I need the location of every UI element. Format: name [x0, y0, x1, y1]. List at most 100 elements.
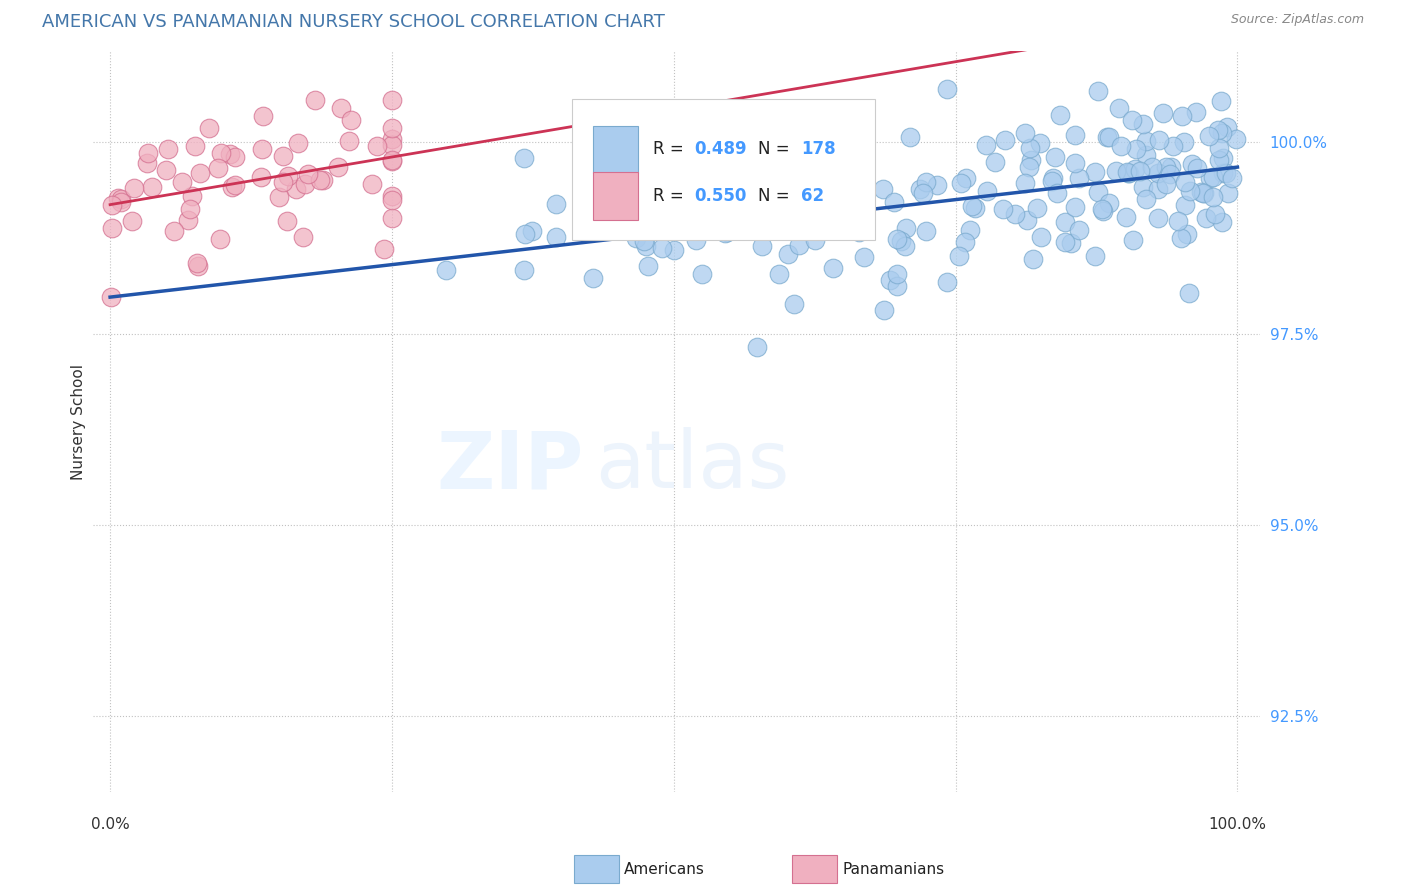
Text: N =: N =	[758, 140, 796, 158]
Point	[1116, 166, 1139, 180]
Point	[292, 229, 315, 244]
Point	[745, 340, 768, 354]
Point	[179, 202, 201, 217]
Point	[821, 260, 844, 275]
Point	[381, 189, 404, 203]
Point	[894, 239, 917, 253]
Point	[721, 173, 744, 187]
Point	[936, 82, 959, 96]
Text: 62: 62	[801, 187, 824, 205]
Point	[886, 278, 908, 293]
Point	[381, 120, 404, 135]
Point	[1121, 112, 1143, 127]
Point	[745, 173, 768, 187]
Point	[872, 182, 894, 196]
Point	[436, 262, 458, 277]
Point	[277, 169, 299, 183]
Point	[768, 268, 790, 282]
Point	[1173, 135, 1195, 149]
Point	[1167, 213, 1189, 227]
Point	[664, 243, 686, 257]
Text: 0.550: 0.550	[695, 187, 747, 205]
Text: atlas: atlas	[595, 427, 789, 505]
Point	[271, 175, 294, 189]
Point	[890, 234, 912, 248]
Point	[141, 180, 163, 194]
Point	[381, 211, 404, 226]
Point	[329, 101, 352, 115]
Point	[783, 296, 806, 310]
Point	[976, 185, 998, 199]
Point	[1178, 185, 1201, 199]
Point	[984, 155, 1007, 169]
Text: R =: R =	[654, 187, 689, 205]
Point	[873, 302, 896, 317]
Point	[1202, 170, 1225, 185]
Point	[853, 250, 876, 264]
Point	[1216, 120, 1239, 134]
Point	[219, 147, 242, 161]
Point	[1212, 166, 1234, 180]
Point	[522, 224, 544, 238]
Point	[224, 178, 246, 193]
Point	[339, 134, 361, 148]
Point	[1123, 162, 1146, 177]
Point	[1146, 182, 1168, 196]
Point	[294, 177, 316, 191]
Text: 0.0%: 0.0%	[91, 817, 129, 832]
Point	[1087, 84, 1109, 98]
Point	[883, 195, 905, 210]
Point	[276, 214, 298, 228]
Point	[1063, 155, 1085, 169]
Point	[839, 219, 862, 234]
Text: AMERICAN VS PANAMANIAN NURSERY SCHOOL CORRELATION CHART: AMERICAN VS PANAMANIAN NURSERY SCHOOL CO…	[42, 13, 665, 31]
Point	[1146, 211, 1168, 226]
Point	[285, 182, 308, 196]
Point	[1043, 150, 1066, 164]
Point	[121, 214, 143, 228]
Point	[1132, 180, 1154, 194]
Point	[381, 132, 404, 146]
Point	[1040, 173, 1063, 187]
Point	[1063, 128, 1085, 143]
Point	[810, 187, 832, 202]
Point	[308, 173, 330, 187]
Point	[994, 133, 1017, 147]
Point	[685, 233, 707, 247]
Point	[312, 173, 335, 187]
Point	[1129, 164, 1152, 178]
Point	[894, 221, 917, 235]
Point	[1064, 200, 1087, 214]
Point	[1204, 207, 1226, 221]
Point	[1014, 176, 1036, 190]
Point	[1192, 186, 1215, 200]
Point	[1211, 126, 1233, 140]
Point	[1046, 186, 1069, 200]
Point	[1098, 130, 1121, 145]
Point	[960, 199, 983, 213]
Point	[814, 180, 837, 194]
Point	[381, 153, 404, 167]
Point	[842, 146, 865, 161]
Point	[801, 221, 824, 235]
Point	[1208, 141, 1230, 155]
Point	[1192, 186, 1215, 200]
Point	[155, 163, 177, 178]
Point	[624, 231, 647, 245]
Point	[1022, 252, 1045, 267]
Text: 100.0%: 100.0%	[1209, 817, 1267, 832]
Point	[690, 267, 713, 281]
Point	[1108, 102, 1130, 116]
Point	[803, 233, 825, 247]
Point	[1132, 117, 1154, 131]
Point	[1174, 175, 1197, 189]
Point	[1174, 198, 1197, 212]
Point	[737, 202, 759, 216]
Point	[366, 139, 388, 153]
Point	[751, 238, 773, 252]
Point	[1147, 133, 1170, 147]
Point	[963, 201, 986, 215]
Point	[675, 184, 697, 198]
Point	[879, 273, 901, 287]
Point	[925, 178, 948, 193]
